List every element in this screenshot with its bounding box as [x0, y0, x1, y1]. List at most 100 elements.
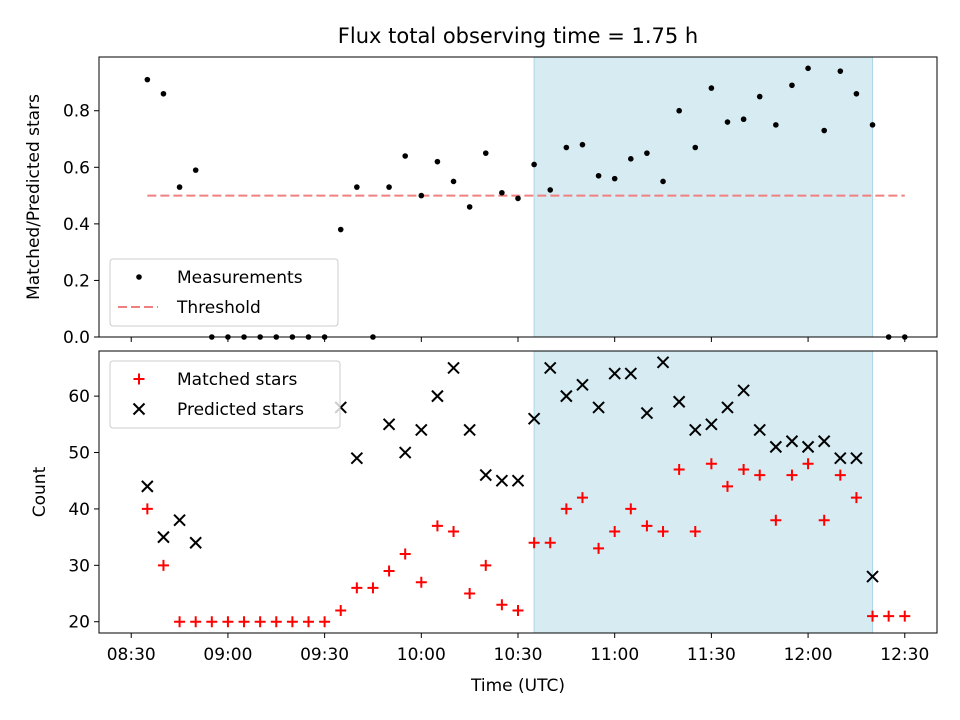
measurement-point — [724, 119, 731, 125]
top-y-axis-label: Matched/Predicted stars — [24, 94, 44, 300]
predicted-star-point — [608, 367, 621, 380]
matched-star-point — [383, 565, 395, 577]
matched-star-point — [705, 458, 717, 470]
predicted-star-point — [753, 423, 766, 437]
measurement-point — [708, 85, 715, 91]
matched-star-point — [496, 599, 508, 611]
measurement-point — [531, 161, 537, 168]
matched-star-point — [576, 492, 588, 504]
matched-star-point — [141, 503, 153, 515]
matched-star-point — [190, 616, 202, 628]
predicted-star-point — [721, 401, 734, 414]
matched-star-point — [367, 582, 379, 594]
matched-star-point — [286, 616, 298, 628]
matched-star-point — [560, 503, 572, 515]
measurement-point — [144, 76, 151, 83]
measurement-point — [563, 144, 570, 151]
predicted-star-point — [415, 423, 428, 437]
measurement-point — [644, 150, 650, 156]
x-tick-label: 09:30 — [300, 645, 349, 665]
predicted-star-point — [866, 570, 879, 583]
y-tick-label: 0.0 — [63, 328, 90, 348]
measurement-point — [176, 184, 183, 190]
legend-box — [109, 258, 339, 327]
chart-title: Flux total observing time = 1.75 h — [338, 24, 698, 48]
matched-star-point — [415, 576, 427, 588]
matched-star-point — [319, 616, 331, 628]
matched-star-point — [448, 525, 460, 537]
top-panel: 0.0 0.2 0.4 0.6 0.8 Measurements Threshold — [63, 56, 938, 348]
matched-star-point — [609, 525, 621, 537]
measurement-point — [547, 187, 554, 193]
matched-star-point — [641, 520, 653, 532]
plot-frame — [98, 350, 938, 634]
legend-box — [109, 360, 341, 429]
x-tick-label: 12:30 — [880, 645, 929, 665]
y-tick-label: 0.4 — [63, 215, 90, 235]
measurement-point — [418, 192, 425, 199]
x-tick-label: 12:00 — [784, 645, 833, 665]
predicted-star-point — [157, 530, 170, 544]
predicted-star-point — [705, 418, 718, 431]
bottom-y-axis-label: Count — [30, 466, 50, 517]
measurement-point — [595, 172, 602, 179]
predicted-star-point — [737, 384, 750, 397]
measurement-point — [482, 150, 489, 156]
measurement-point — [773, 122, 779, 128]
predicted-star-point — [672, 395, 686, 408]
measurement-point — [756, 93, 763, 100]
matched-star-point — [867, 610, 879, 622]
x-tick-label: 09:00 — [203, 645, 252, 665]
measurement-point — [789, 82, 795, 89]
measurement-point — [660, 178, 666, 185]
predicted-star-point — [511, 474, 525, 487]
matched-star-point — [335, 604, 347, 616]
matched-star-point — [818, 514, 830, 526]
predicted-star-point — [495, 474, 509, 487]
matched-star-point — [625, 503, 637, 515]
predicted-star-point — [817, 435, 831, 448]
matched-star-point — [786, 469, 798, 481]
measurement-point — [450, 178, 457, 185]
matched-star-point — [480, 559, 492, 571]
measurement-point — [499, 189, 505, 196]
matched-star-point — [754, 469, 766, 481]
predicted-star-point — [834, 451, 847, 465]
measurement-point — [434, 158, 441, 165]
measurement-point — [821, 127, 827, 134]
measurement-point — [740, 116, 747, 123]
predicted-star-point — [447, 361, 460, 375]
legend-marker-measurements — [136, 274, 142, 280]
predicted-star-point — [576, 378, 589, 392]
measurement-point — [676, 107, 682, 114]
highlight-span — [533, 350, 874, 634]
matched-star-point — [254, 616, 266, 628]
matched-star-point — [883, 610, 895, 622]
matched-star-point — [544, 537, 556, 549]
x-tick-label: 08:30 — [107, 645, 156, 665]
predicted-star-point — [398, 446, 412, 459]
measurement-point — [579, 141, 586, 148]
predicted-star-point — [350, 451, 364, 465]
matched-star-point — [738, 463, 750, 475]
predicted-star-point — [527, 412, 541, 425]
x-tick-label: 10:00 — [397, 645, 446, 665]
x-axis-label: Time (UTC) — [470, 676, 565, 696]
matched-star-point — [351, 582, 363, 594]
legend: Matched stars Predicted stars — [109, 360, 341, 429]
predicted-star-point — [173, 513, 186, 527]
matched-star-point — [802, 458, 814, 470]
matched-star-point — [850, 492, 862, 504]
legend-marker-predicted — [132, 402, 146, 416]
matched-star-point — [528, 537, 540, 549]
measurement-point — [354, 184, 360, 190]
predicted-star-point — [479, 468, 492, 482]
measurement-point — [402, 153, 408, 159]
measurement-point — [692, 144, 699, 151]
predicted-star-point — [189, 536, 202, 549]
matched-star-point — [157, 559, 169, 571]
y-tick-label: 0.2 — [63, 271, 90, 291]
predicted-star-point — [382, 418, 396, 431]
matched-star-point — [174, 616, 186, 628]
matched-star-point — [512, 604, 524, 616]
